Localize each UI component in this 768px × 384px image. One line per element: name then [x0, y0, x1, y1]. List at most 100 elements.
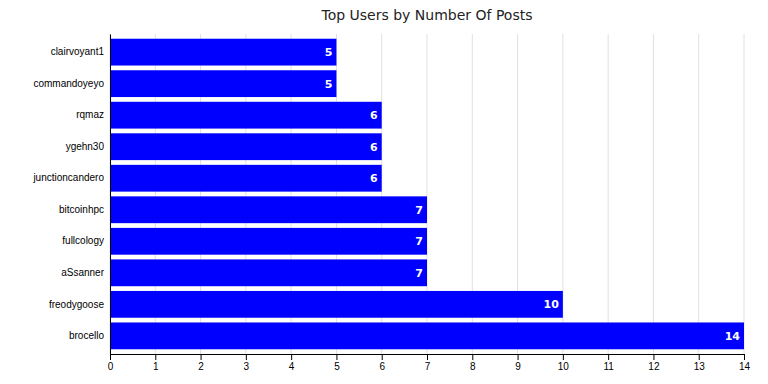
- tick-mark: [518, 354, 519, 360]
- value-axis: 01234567891011121314: [108, 354, 751, 372]
- tick-label: 8: [470, 361, 476, 372]
- tick: 6: [379, 354, 385, 372]
- grid-line: [744, 34, 745, 354]
- tick-mark: [427, 354, 428, 360]
- tick-label: 14: [739, 361, 751, 372]
- tick-label: ygehn30: [66, 141, 105, 152]
- tick-mark: [291, 354, 292, 360]
- axis-line: [111, 355, 745, 361]
- tick: 4: [289, 354, 295, 372]
- tick-label: 3: [244, 361, 250, 372]
- bar: [110, 133, 382, 160]
- grid: [110, 34, 744, 354]
- tick-mark: [472, 354, 473, 360]
- data-label: 14: [725, 330, 741, 343]
- tick-mark: [653, 354, 654, 360]
- tick-mark: [608, 354, 609, 360]
- tick: brocello: [69, 330, 110, 341]
- chart: 01234567891011121314clairvoyant1commando…: [0, 0, 768, 384]
- tick: fullcology: [62, 235, 110, 246]
- tick-mark: [246, 354, 247, 360]
- data-label: 7: [415, 204, 423, 217]
- tick-label: 12: [648, 361, 660, 372]
- tick-mark: [744, 354, 745, 360]
- grid-line: [698, 34, 699, 354]
- grid-line: [653, 34, 654, 354]
- tick-label: clairvoyant1: [51, 46, 105, 57]
- bars: [110, 39, 744, 350]
- tick-label: 11: [603, 361, 614, 372]
- tick: commandoyeyo: [33, 78, 110, 89]
- tick: freodygoose: [49, 299, 110, 310]
- axis-line: [110, 35, 111, 355]
- tick: aSsanner: [61, 267, 110, 278]
- tick-label: rqmaz: [76, 109, 104, 120]
- tick: bitcoinhpc: [59, 204, 110, 215]
- data-label: 7: [415, 267, 423, 280]
- tick-mark: [699, 354, 700, 360]
- bar: [110, 196, 427, 223]
- data-label: 6: [370, 109, 378, 122]
- tick: 9: [515, 354, 521, 372]
- tick: 13: [694, 354, 706, 372]
- bar: [110, 70, 336, 97]
- tick-label: 5: [334, 361, 340, 372]
- bar: [110, 102, 382, 129]
- tick-label: 9: [515, 361, 521, 372]
- category-axis: clairvoyant1 commandoyeyo rqmaz ygehn30 junc…: [32, 35, 110, 355]
- tick-label: junctioncandero: [32, 172, 104, 183]
- title: Top Users by Number Of Posts: [320, 7, 532, 23]
- tick-label: 13: [694, 361, 706, 372]
- tick: 7: [425, 354, 431, 372]
- tick-mark: [201, 354, 202, 360]
- bar: [110, 39, 336, 66]
- tick-mark: [155, 354, 156, 360]
- tick-mark: [110, 354, 111, 360]
- tick: 11: [603, 354, 614, 372]
- tick: 10: [558, 354, 570, 372]
- tick-label: commandoyeyo: [33, 78, 104, 89]
- bar: [110, 291, 563, 318]
- bar: [110, 228, 427, 255]
- grid-line: [608, 34, 609, 354]
- tick-label: freodygoose: [49, 299, 104, 310]
- tick: 5: [334, 354, 340, 372]
- data-label: 6: [370, 141, 378, 154]
- data-label: 7: [415, 235, 423, 248]
- tick: ygehn30: [66, 141, 110, 152]
- tick-label: bitcoinhpc: [59, 204, 104, 215]
- data-label: 6: [370, 172, 378, 185]
- grid-line: [110, 34, 111, 354]
- tick: 14: [739, 354, 751, 372]
- tick-label: aSsanner: [61, 267, 104, 278]
- tick-label: 2: [198, 361, 204, 372]
- plot: 01234567891011121314clairvoyant1commando…: [32, 34, 750, 372]
- tick-mark: [336, 354, 337, 360]
- tick-label: fullcology: [62, 235, 104, 246]
- tick: rqmaz: [76, 109, 110, 120]
- data-label: 5: [325, 46, 333, 59]
- tick-mark: [563, 354, 564, 360]
- tick-label: 1: [153, 361, 159, 372]
- tick-label: 6: [379, 361, 385, 372]
- tick-label: 7: [425, 361, 431, 372]
- tick: 0: [108, 354, 114, 372]
- bar: [110, 322, 744, 349]
- tick-label: 10: [558, 361, 570, 372]
- bar: [110, 259, 427, 286]
- tick: 1: [153, 354, 159, 372]
- tick: 8: [470, 354, 476, 372]
- data-label: 10: [544, 298, 560, 311]
- tick: 3: [244, 354, 250, 372]
- tick: 2: [198, 354, 204, 372]
- bar: [110, 165, 382, 192]
- tick-label: 4: [289, 361, 295, 372]
- tick-label: brocello: [69, 330, 104, 341]
- data-label: 5: [325, 78, 333, 91]
- data-labels: 5 5 6 6 6 7 7 7 10 14: [325, 46, 741, 343]
- tick-label: 0: [108, 361, 114, 372]
- tick: junctioncandero: [32, 172, 110, 183]
- tick: clairvoyant1: [51, 46, 110, 57]
- tick: 12: [648, 354, 660, 372]
- tick-mark: [382, 354, 383, 360]
